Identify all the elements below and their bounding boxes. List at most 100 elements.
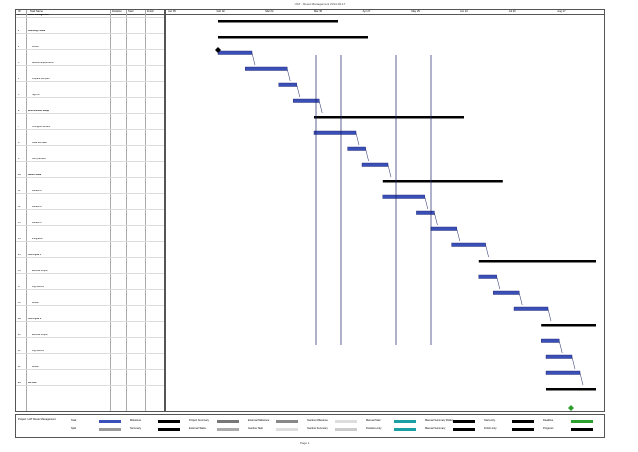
task-bar (292, 98, 320, 103)
page-title: UAT - Reset Management 2014-03-17 (294, 2, 346, 6)
task-row[interactable]: 19 Test Cycle 2 (16, 318, 164, 322)
col-finish[interactable]: Finish (147, 10, 154, 13)
task-row[interactable]: 1 Planning Phase (16, 30, 164, 34)
task-bar (541, 338, 560, 343)
gantt-bars (215, 20, 596, 411)
task-bar (382, 194, 426, 199)
dependency-line (485, 244, 489, 258)
col-duration[interactable]: Duration (112, 10, 122, 13)
task-name: Reset Management (28, 14, 49, 16)
dependency-line (456, 228, 461, 242)
task-row[interactable]: 17 Log defects (16, 286, 164, 290)
legend-label: Project Summary (189, 419, 209, 422)
task-name: Module B (32, 206, 42, 208)
task-row[interactable]: 22 Retest (16, 366, 164, 370)
gantt-chart: Jan 05 Feb 02 Mar 02 Mar 30 Apr 27 May 25 Jun … (165, 9, 605, 412)
task-id: 5 (18, 94, 20, 96)
task-row[interactable]: 10 Build Phase (16, 174, 164, 178)
task-bar (545, 370, 581, 375)
dependency-line (434, 212, 438, 226)
task-row[interactable]: 0 Reset Management (16, 14, 164, 18)
milestone-diamond (568, 405, 574, 411)
legend-swatch (453, 428, 475, 431)
dependency-line (571, 356, 576, 370)
task-rows: 0 Reset Management 1 Planning Phase 2 Kickoff… (16, 14, 164, 411)
legend-swatch (99, 420, 121, 423)
legend-swatch (276, 420, 298, 423)
summary-bar (218, 20, 338, 23)
legend-label: Milestone (130, 419, 142, 422)
task-row[interactable]: 7 Configure servers (16, 126, 164, 130)
dependency-line (251, 52, 256, 66)
legend-swatch (512, 428, 534, 431)
legend-label: Split (71, 427, 77, 430)
timescale-label: Jun 22 (460, 10, 468, 13)
dependency-line (424, 196, 429, 210)
task-name: Module C (32, 222, 42, 224)
task-row[interactable]: 14 Integration (16, 238, 164, 242)
page-number: Page 1 (300, 441, 310, 445)
task-name: Build Phase (28, 174, 42, 176)
task-bar (493, 290, 520, 295)
task-name: Kickoff (32, 46, 39, 48)
task-id: 3 (18, 62, 20, 64)
task-row[interactable]: 8 Load test data (16, 142, 164, 146)
col-id[interactable]: ID (18, 10, 21, 13)
legend-swatch (571, 420, 593, 423)
legend-label: Manual Summary (425, 427, 446, 430)
legend-project-text: Project: UAT Reset Management (18, 418, 56, 421)
task-row[interactable]: 5 Sign off (16, 94, 164, 98)
task-id: 8 (18, 142, 20, 144)
dependency-line (286, 68, 291, 82)
dependency-line (558, 340, 563, 354)
timescale-label: Apr 27 (362, 10, 371, 13)
dependency-line (579, 372, 584, 386)
task-name: Execute scripts (32, 270, 48, 272)
legend-label: Inactive Task (248, 427, 263, 430)
task-row[interactable]: 16 Execute scripts (16, 270, 164, 274)
task-name: Execute scripts (32, 334, 48, 336)
task-id: 11 (18, 190, 21, 192)
legend-swatch (394, 420, 416, 423)
task-row[interactable]: 12 Module B (16, 206, 164, 210)
task-row[interactable]: 3 Review requirements (16, 62, 164, 66)
task-name: Test Cycle 2 (28, 318, 42, 320)
task-row[interactable]: 9 Verify access (16, 158, 164, 162)
task-bar (278, 82, 298, 87)
task-row[interactable]: 21 Log defects (16, 350, 164, 354)
legend-label: External Tasks (189, 427, 206, 430)
task-row[interactable]: 20 Execute scripts (16, 334, 164, 338)
task-bar (478, 274, 497, 279)
task-name: Retest (32, 302, 39, 304)
task-id: 16 (18, 270, 21, 272)
task-bar (347, 146, 366, 151)
task-name: Prepare test plan (32, 78, 50, 80)
task-row[interactable]: 11 Module A (16, 190, 164, 194)
task-row[interactable]: 6 Environment Setup (16, 110, 164, 114)
task-row[interactable]: 2 Kickoff (16, 46, 164, 50)
task-name: Retest (32, 366, 39, 368)
task-id: 9 (18, 158, 20, 160)
task-name: Integration (32, 238, 43, 240)
task-row[interactable]: 23 Go-Live (16, 382, 164, 386)
legend-swatch (158, 428, 180, 431)
timescale-label: Jul 20 (508, 10, 516, 13)
task-id: 2 (18, 46, 20, 48)
column-divider (110, 10, 111, 411)
col-start[interactable]: Start (128, 10, 134, 13)
task-row[interactable]: 13 Module C (16, 222, 164, 226)
summary-bar (546, 388, 596, 391)
task-row[interactable]: 15 Test Cycle 1 (16, 254, 164, 258)
legend-swatch (158, 420, 180, 423)
col-name[interactable]: Task Name (30, 10, 43, 13)
task-row[interactable]: 18 Retest (16, 302, 164, 306)
task-name: Log defects (32, 350, 44, 352)
task-name: Test Cycle 1 (28, 254, 42, 256)
task-id: 23 (18, 382, 21, 384)
task-id: 17 (18, 286, 21, 288)
task-name: Go-Live (28, 382, 37, 384)
legend-swatch (217, 420, 239, 423)
task-bar (513, 306, 549, 311)
legend-swatch (512, 420, 534, 423)
task-row[interactable]: 4 Prepare test plan (16, 78, 164, 82)
